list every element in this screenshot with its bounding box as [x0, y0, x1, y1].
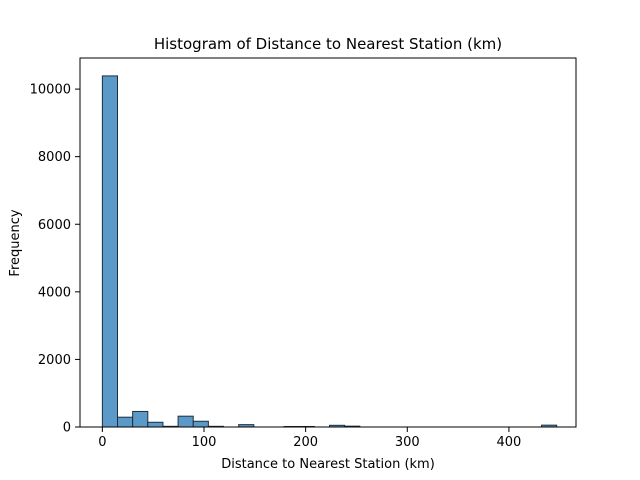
plot-frame	[79, 57, 577, 428]
histogram-bar-1	[117, 416, 134, 428]
histogram-bar-6	[192, 420, 209, 428]
x-tick-label-0: 0	[98, 435, 106, 450]
x-tick-label-1: 100	[192, 435, 217, 450]
histogram-bar-5	[177, 415, 194, 428]
y-axis-label: Frequency	[8, 209, 23, 276]
y-tick-label-5: 10000	[30, 83, 71, 98]
histogram-bar-0	[101, 75, 119, 428]
x-tick-label-2: 200	[293, 435, 318, 450]
y-tick-label-2: 4000	[38, 285, 71, 300]
histogram-bar-2	[132, 410, 149, 428]
y-tick-label-4: 8000	[38, 150, 71, 165]
y-tick-label-0: 0	[63, 421, 71, 436]
x-tick-label-4: 400	[497, 435, 522, 450]
y-tick-label-3: 6000	[38, 218, 71, 233]
y-axis-ticks: 0 2000 4000 6000 8000 10000	[30, 83, 80, 436]
x-axis-ticks: 0 100 200 300 400	[98, 427, 521, 450]
x-tick-label-3: 300	[395, 435, 420, 450]
histogram-bar-3	[147, 421, 164, 428]
y-tick-label-1: 2000	[38, 353, 71, 368]
chart-title: Histogram of Distance to Nearest Station…	[154, 35, 502, 53]
x-axis-label: Distance to Nearest Station (km)	[221, 457, 435, 472]
histogram-bars	[101, 75, 558, 428]
